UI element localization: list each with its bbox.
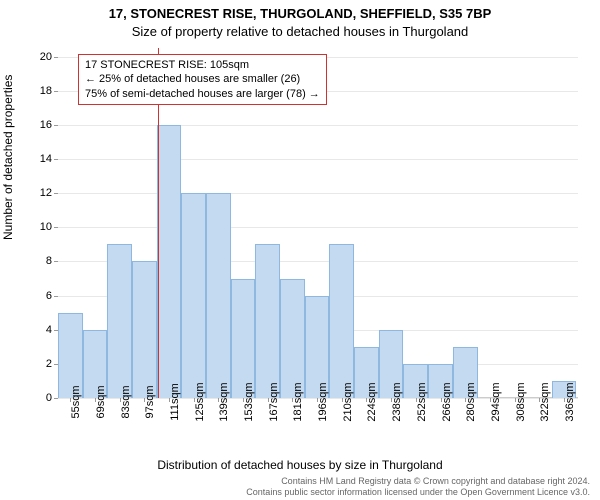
y-tick-label: 2 [22,358,52,370]
x-tick-label: 294sqm [490,382,502,421]
x-tick-label: 238sqm [391,382,403,421]
y-tick-mark [54,296,58,297]
y-tick-label: 6 [22,290,52,302]
footer-attribution: Contains HM Land Registry data © Crown c… [0,476,590,498]
y-tick-mark [54,91,58,92]
y-tick-mark [54,227,58,228]
y-axis-label: Number of detached properties [1,75,15,240]
annotation-line1: 17 STONECREST RISE: 105sqm [85,58,320,72]
y-tick-label: 12 [22,187,52,199]
x-tick-label: 252sqm [416,382,428,421]
y-tick-label: 20 [22,51,52,63]
x-tick-mark [169,398,170,402]
x-tick-mark [465,398,466,402]
x-tick-mark [194,398,195,402]
y-tick-label: 16 [22,119,52,131]
x-tick-label: 111sqm [169,383,181,421]
chart-container: 17, STONECREST RISE, THURGOLAND, SHEFFIE… [0,0,600,500]
footer-line2: Contains public sector information licen… [0,487,590,498]
histogram-bar [231,279,256,399]
x-tick-label: 153sqm [243,382,255,421]
histogram-bar [206,193,231,398]
x-tick-mark [144,398,145,402]
histogram-bar [157,125,182,398]
x-tick-mark [317,398,318,402]
x-tick-mark [515,398,516,402]
chart-title-line2: Size of property relative to detached ho… [0,24,600,39]
x-tick-label: 308sqm [515,382,527,421]
y-tick-mark [54,193,58,194]
x-tick-label: 224sqm [366,382,378,421]
x-tick-label: 196sqm [317,382,329,421]
plot-area: 0246810121416182055sqm69sqm83sqm97sqm111… [58,48,578,398]
x-tick-label: 322sqm [539,382,551,421]
gridline [58,159,578,160]
x-tick-label: 97sqm [144,385,156,418]
x-tick-label: 55sqm [70,385,82,418]
x-tick-label: 139sqm [218,382,230,421]
x-tick-mark [391,398,392,402]
x-tick-mark [243,398,244,402]
annotation-line2: ← 25% of detached houses are smaller (26… [85,72,320,86]
x-tick-label: 266sqm [441,382,453,421]
x-tick-label: 280sqm [465,382,477,421]
y-tick-label: 18 [22,85,52,97]
x-tick-label: 83sqm [120,385,132,418]
y-tick-label: 8 [22,255,52,267]
gridline [58,193,578,194]
y-tick-label: 14 [22,153,52,165]
histogram-bar [255,244,280,398]
x-tick-mark [564,398,565,402]
x-tick-mark [366,398,367,402]
footer-line1: Contains HM Land Registry data © Crown c… [0,476,590,487]
y-tick-mark [54,125,58,126]
gridline [58,125,578,126]
y-tick-mark [54,398,58,399]
gridline [58,227,578,228]
x-tick-mark [268,398,269,402]
y-tick-mark [54,261,58,262]
x-tick-label: 181sqm [292,382,304,421]
x-tick-mark [218,398,219,402]
chart-title-line1: 17, STONECREST RISE, THURGOLAND, SHEFFIE… [0,6,600,21]
x-tick-mark [441,398,442,402]
x-tick-mark [539,398,540,402]
x-tick-mark [342,398,343,402]
histogram-bar [132,261,157,398]
x-tick-mark [416,398,417,402]
y-tick-mark [54,57,58,58]
histogram-bar [329,244,354,398]
x-tick-label: 167sqm [268,382,280,421]
x-axis-label: Distribution of detached houses by size … [0,458,600,472]
x-tick-mark [95,398,96,402]
x-tick-mark [120,398,121,402]
annotation-box: 17 STONECREST RISE: 105sqm← 25% of detac… [78,54,327,105]
y-tick-label: 0 [22,392,52,404]
x-tick-label: 336sqm [564,382,576,421]
annotation-line3: 75% of semi-detached houses are larger (… [85,87,320,101]
x-tick-label: 210sqm [342,382,354,421]
x-tick-label: 69sqm [95,385,107,418]
x-tick-label: 125sqm [194,382,206,421]
x-tick-mark [292,398,293,402]
x-tick-mark [490,398,491,402]
y-tick-mark [54,159,58,160]
y-tick-label: 10 [22,221,52,233]
x-tick-mark [70,398,71,402]
y-tick-label: 4 [22,324,52,336]
histogram-bar [107,244,132,398]
histogram-bar [280,279,305,399]
histogram-bar [181,193,206,398]
